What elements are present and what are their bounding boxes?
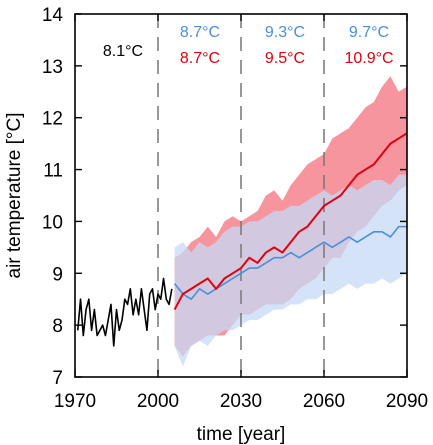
series-lines	[76, 132, 408, 347]
red-mean-label-0: 8.7°C	[180, 50, 220, 67]
x-tick-label-1970: 1970	[54, 391, 96, 412]
blue-mean-label-2: 9.7°C	[349, 24, 389, 41]
y-axis-title: air temperature [°C]	[4, 113, 25, 279]
x-axis-title: time [year]	[197, 424, 286, 445]
red-mean-label-2: 10.9°C	[344, 50, 393, 67]
y-tick-label-7: 7	[52, 368, 63, 389]
y-tick-label-13: 13	[42, 57, 63, 78]
x-tick-label-2030: 2030	[220, 391, 262, 412]
series-line-2	[173, 225, 407, 301]
period-dividers	[157, 14, 325, 377]
series-line-1	[173, 132, 408, 311]
blue-mean-label-1: 9.3°C	[265, 24, 305, 41]
y-tick-label-8: 8	[52, 316, 63, 337]
x-tick-label-2060: 2060	[303, 391, 345, 412]
y-tick-label-9: 9	[52, 264, 63, 285]
band-series-2	[174, 174, 407, 367]
red-mean-label-1: 9.5°C	[265, 50, 305, 67]
y-tick-label-14: 14	[42, 5, 64, 26]
y-tick-label-11: 11	[43, 161, 63, 182]
series-line-0	[76, 277, 173, 347]
y-tick-label-10: 10	[42, 212, 63, 233]
y-tick-label-12: 12	[42, 109, 63, 130]
axis-ticks: 1970 2000 2030 2060 2090 7 8 9 10 11 12 13 14	[42, 5, 428, 412]
observed-mean-label: 8.1°C	[103, 43, 143, 60]
blue-mean-label-0: 8.7°C	[180, 24, 220, 41]
x-tick-label-2090: 2090	[386, 391, 428, 412]
uncertainty-bands	[174, 76, 407, 367]
x-tick-label-2000: 2000	[137, 391, 179, 412]
period-annotations: 8.1°C 8.7°C 9.3°C 9.7°C 8.7°C 9.5°C 10.9°C	[103, 24, 394, 67]
